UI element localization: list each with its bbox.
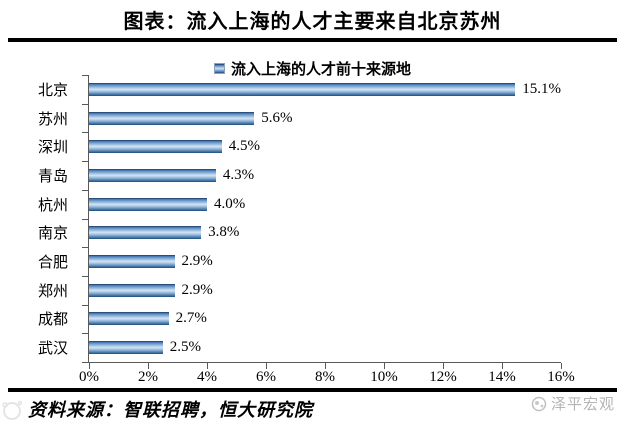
- x-axis-label: 2%: [138, 369, 158, 385]
- category-label: 合肥: [37, 254, 68, 271]
- value-label: 4.5%: [228, 138, 260, 155]
- x-axis-label: 14%: [488, 369, 516, 385]
- bar: [89, 283, 175, 297]
- bar-row: 4.0%: [89, 190, 561, 219]
- y-tick: [82, 333, 88, 335]
- bar-row: 2.9%: [89, 247, 561, 276]
- bar: [89, 111, 255, 125]
- bar-row: 4.5%: [89, 132, 561, 161]
- x-axis-label: 10%: [370, 369, 398, 385]
- x-tick: [266, 363, 267, 369]
- category-label: 南京: [37, 226, 68, 243]
- bar-row: 15.1%: [89, 75, 561, 104]
- bar: [89, 168, 216, 182]
- bar: [89, 140, 222, 154]
- bar-row: 5.6%: [89, 104, 561, 133]
- page-title: 图表：流入上海的人才主要来自北京苏州: [123, 11, 502, 33]
- source-note: 资料来源：智联招聘，恒大研究院: [28, 400, 313, 420]
- bar-row: 3.8%: [89, 218, 561, 247]
- chart-legend: 流入上海的人才前十来源地: [0, 58, 625, 79]
- bar-row: 4.3%: [89, 161, 561, 190]
- value-label: 2.9%: [181, 252, 213, 269]
- x-axis-label: 8%: [315, 369, 335, 385]
- value-label: 4.3%: [222, 166, 255, 183]
- bar: [89, 254, 175, 268]
- legend-marker-icon: [213, 63, 225, 74]
- y-tick: [82, 362, 88, 363]
- y-tick: [82, 103, 88, 105]
- y-tick: [82, 218, 88, 220]
- value-label: 2.5%: [169, 339, 201, 356]
- bar: [89, 82, 516, 96]
- value-label: 2.7%: [175, 310, 207, 327]
- bar-row: 2.5%: [89, 333, 561, 362]
- x-tick: [148, 363, 149, 369]
- y-tick: [82, 75, 88, 76]
- value-label: 15.1%: [522, 80, 561, 97]
- watermark-label: 泽平宏观: [550, 397, 615, 413]
- x-tick: [502, 363, 503, 369]
- category-label: 深圳: [37, 140, 68, 157]
- category-label: 苏州: [37, 111, 68, 128]
- x-tick: [443, 363, 444, 369]
- x-tick: [325, 363, 326, 369]
- x-axis-label: 6%: [256, 369, 276, 385]
- bar: [89, 341, 163, 355]
- category-label: 郑州: [37, 283, 68, 300]
- x-tick: [89, 363, 90, 369]
- y-tick: [82, 275, 88, 277]
- value-label: 5.6%: [261, 109, 293, 126]
- x-axis-label: 16%: [547, 369, 575, 385]
- legend-label: 流入上海的人才前十来源地: [230, 62, 411, 78]
- value-label: 3.8%: [208, 224, 240, 241]
- category-label: 北京: [37, 82, 68, 99]
- x-tick: [207, 363, 208, 369]
- y-tick: [82, 247, 88, 249]
- bar-row: 2.7%: [89, 305, 561, 334]
- category-axis: 北京苏州深圳青岛杭州南京合肥郑州成都武汉: [0, 75, 84, 362]
- zeping-macro-logo-icon: [531, 396, 547, 411]
- y-tick: [82, 161, 88, 163]
- plot-area: 15.1% 5.6% 4.5% 4.3% 4.0% 3.8% 2.9% 2.9% 2.7% 2.5…: [79, 75, 575, 385]
- x-tick: [384, 363, 385, 369]
- category-label: 武汉: [37, 341, 68, 358]
- top-rule: [8, 38, 617, 42]
- faint-stock-watermark-icon: [1, 397, 25, 428]
- brand-watermark: 泽平宏观: [531, 393, 615, 414]
- bar-row: 2.9%: [89, 276, 561, 305]
- x-axis-label: 0%: [79, 369, 99, 385]
- bottom-rule: [8, 388, 617, 392]
- category-label: 杭州: [37, 197, 68, 214]
- bar: [89, 197, 207, 211]
- value-label: 2.9%: [181, 281, 213, 298]
- y-tick: [82, 304, 88, 306]
- x-tick: [561, 363, 562, 369]
- category-label: 青岛: [37, 168, 68, 185]
- bar: [89, 226, 202, 240]
- x-axis-label: 4%: [197, 369, 217, 385]
- y-tick: [82, 189, 88, 191]
- category-label: 成都: [37, 312, 68, 329]
- y-tick: [82, 132, 88, 134]
- bar: [89, 312, 169, 326]
- value-label: 4.0%: [214, 195, 246, 212]
- x-axis-label: 12%: [429, 369, 457, 385]
